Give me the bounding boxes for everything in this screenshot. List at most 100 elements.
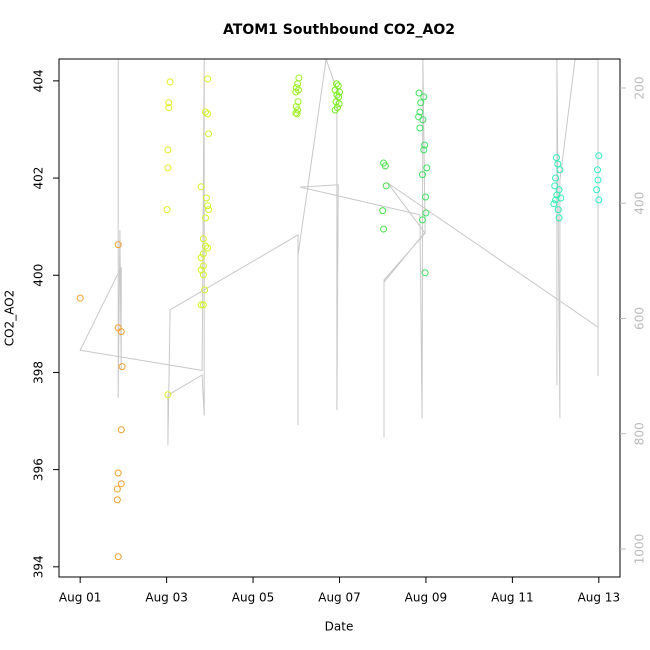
y-tick-label: 400 xyxy=(32,264,46,287)
data-point xyxy=(202,214,210,222)
data-point xyxy=(421,141,429,149)
data-point xyxy=(117,328,125,336)
data-point xyxy=(118,363,126,371)
data-point xyxy=(419,116,427,124)
data-point xyxy=(117,426,125,434)
x-tick-label: Aug 11 xyxy=(491,591,534,605)
data-point xyxy=(197,254,205,262)
data-point xyxy=(551,182,559,190)
data-point xyxy=(113,496,121,504)
x-tick-label: Aug 09 xyxy=(405,591,448,605)
data-point xyxy=(550,200,558,208)
data-point xyxy=(418,216,426,224)
data-point xyxy=(593,186,601,194)
data-point xyxy=(204,202,212,210)
data-point xyxy=(202,108,210,116)
data-point xyxy=(423,164,431,172)
y2-tick-label: 1000 xyxy=(633,534,647,565)
data-point xyxy=(552,196,560,204)
data-point xyxy=(422,209,430,217)
data-point xyxy=(594,166,602,174)
data-point xyxy=(294,98,302,106)
data-point xyxy=(418,171,426,179)
data-point xyxy=(379,207,387,215)
data-point xyxy=(199,271,207,279)
chart-title: ATOM1 Southbound CO2_AO2 xyxy=(223,22,455,38)
plot-area xyxy=(76,59,603,561)
x-tick-label: Aug 13 xyxy=(578,591,621,605)
data-point xyxy=(114,553,122,561)
data-point xyxy=(422,193,430,201)
data-point xyxy=(205,206,213,214)
data-point xyxy=(164,164,172,172)
x-tick-label: Aug 01 xyxy=(59,591,102,605)
data-point xyxy=(199,262,207,270)
data-point xyxy=(594,176,602,184)
data-point xyxy=(595,196,603,204)
data-point xyxy=(113,485,121,493)
data-point xyxy=(292,109,300,117)
data-point xyxy=(199,250,207,258)
y-tick-label: 404 xyxy=(32,69,46,92)
data-point xyxy=(382,182,390,190)
data-point xyxy=(197,301,205,309)
data-point xyxy=(202,242,210,250)
data-point xyxy=(552,174,560,182)
data-point xyxy=(335,100,343,108)
data-point xyxy=(331,86,339,94)
data-point xyxy=(165,99,173,107)
y-tick-label: 394 xyxy=(32,555,46,578)
y2-tick-label: 400 xyxy=(633,192,647,215)
data-point xyxy=(199,301,207,309)
data-point xyxy=(416,108,424,116)
data-point xyxy=(76,294,84,302)
data-point xyxy=(421,269,429,277)
data-point xyxy=(204,110,212,118)
data-point xyxy=(201,286,209,294)
y-tick-label: 398 xyxy=(32,361,46,384)
data-point xyxy=(165,104,173,112)
x-tick-label: Aug 07 xyxy=(318,591,361,605)
data-point xyxy=(552,154,560,162)
y2-tick-label: 200 xyxy=(633,77,647,100)
data-point xyxy=(415,89,423,97)
y2-tick-label: 600 xyxy=(633,307,647,330)
data-point xyxy=(333,91,341,99)
data-point xyxy=(204,75,212,83)
y-axis-label: CO2_AO2 xyxy=(3,290,17,347)
data-point xyxy=(554,206,562,214)
data-point xyxy=(164,146,172,154)
data-point xyxy=(416,124,424,132)
data-point xyxy=(293,110,301,118)
data-point xyxy=(202,194,210,202)
y-tick-label: 396 xyxy=(32,458,46,481)
data-point xyxy=(554,160,562,168)
data-point xyxy=(555,214,563,222)
data-point xyxy=(117,480,125,488)
data-point xyxy=(595,152,603,160)
x-tick-label: Aug 05 xyxy=(232,591,275,605)
data-point xyxy=(420,146,428,154)
data-point xyxy=(381,162,389,170)
data-point xyxy=(114,469,122,477)
data-point xyxy=(204,244,212,252)
data-point xyxy=(197,183,205,191)
data-point xyxy=(420,93,428,101)
x-tick-label: Aug 03 xyxy=(145,591,188,605)
data-point xyxy=(332,80,340,88)
data-point xyxy=(331,106,339,114)
data-point xyxy=(164,391,172,399)
data-point xyxy=(417,99,425,107)
y-tick-label: 402 xyxy=(32,167,46,190)
data-point xyxy=(114,241,122,249)
data-point xyxy=(292,88,300,96)
x-axis-label: Date xyxy=(325,620,354,634)
y2-tick-label: 800 xyxy=(633,422,647,445)
data-point xyxy=(199,235,207,243)
data-line xyxy=(79,59,599,446)
data-point xyxy=(205,130,213,138)
data-point xyxy=(380,225,388,233)
data-point xyxy=(556,166,564,174)
